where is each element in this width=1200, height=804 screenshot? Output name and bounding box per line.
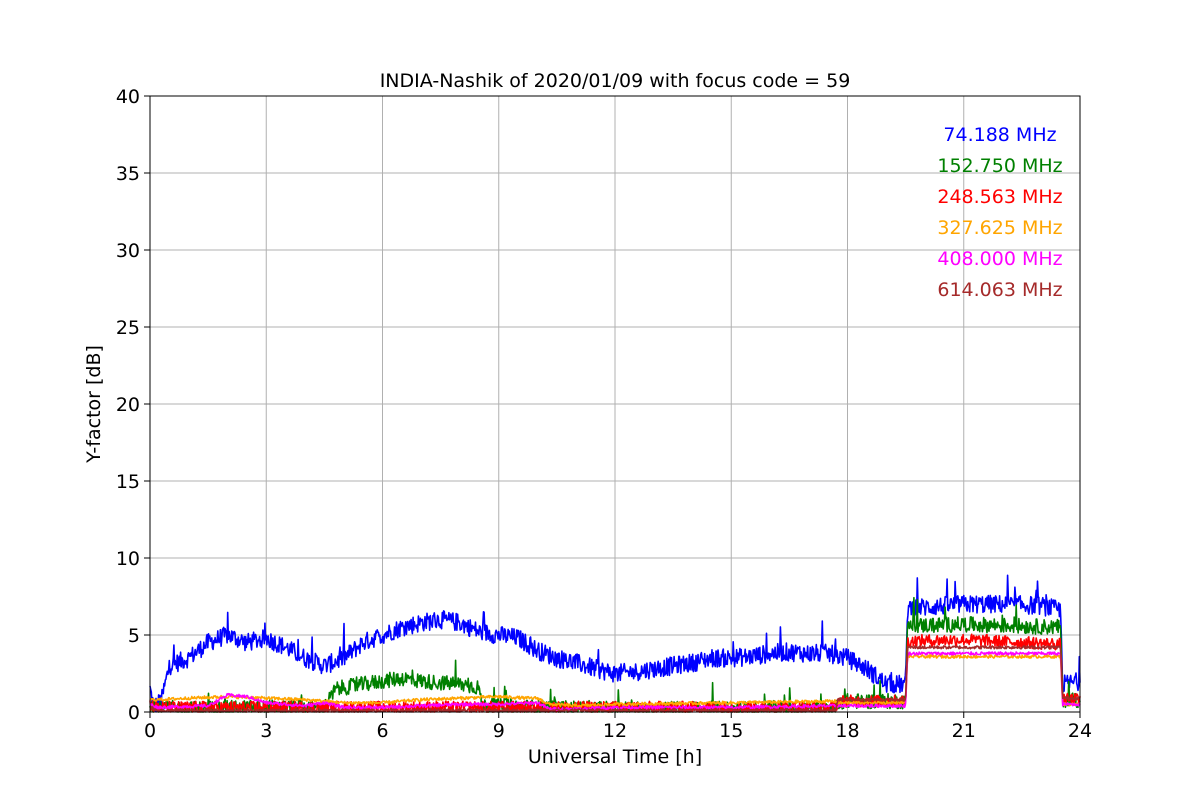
x-tick-label: 9 bbox=[493, 720, 505, 742]
y-tick-label: 25 bbox=[116, 317, 140, 339]
y-tick-label: 5 bbox=[128, 625, 140, 647]
legend-entry-0: 74.188 MHz bbox=[943, 124, 1056, 146]
x-tick-label: 18 bbox=[835, 720, 859, 742]
chart-title: INDIA-Nashik of 2020/01/09 with focus co… bbox=[380, 70, 851, 92]
x-tick-label: 21 bbox=[952, 720, 976, 742]
series-line-3 bbox=[149, 654, 1081, 708]
y-axis-label: Y-factor [dB] bbox=[83, 345, 105, 464]
axis-ticks: 0 3 6 9 12 15 18 21 24 0 5 10 15 20 25 30 35 40 bbox=[116, 86, 1092, 742]
series-line-4 bbox=[149, 651, 1081, 712]
legend-entry-3: 327.625 MHz bbox=[937, 217, 1062, 239]
x-tick-label: 6 bbox=[376, 720, 388, 742]
legend-entry-1: 152.750 MHz bbox=[937, 155, 1062, 177]
x-tick-label: 24 bbox=[1068, 720, 1092, 742]
legend-entry-4: 408.000 MHz bbox=[937, 248, 1062, 270]
series-line-5 bbox=[149, 645, 1081, 713]
series-group bbox=[149, 574, 1081, 713]
y-tick-label: 40 bbox=[116, 86, 140, 108]
legend-entry-2: 248.563 MHz bbox=[937, 186, 1062, 208]
x-tick-label: 15 bbox=[719, 720, 743, 742]
y-tick-label: 35 bbox=[116, 163, 140, 185]
series-line-0 bbox=[149, 574, 1081, 713]
y-tick-label: 10 bbox=[116, 548, 140, 570]
x-tick-label: 0 bbox=[144, 720, 156, 742]
legend-entry-5: 614.063 MHz bbox=[937, 279, 1062, 301]
y-tick-label: 0 bbox=[128, 702, 140, 724]
y-tick-label: 15 bbox=[116, 471, 140, 493]
y-tick-label: 20 bbox=[116, 394, 140, 416]
y-tick-label: 30 bbox=[116, 240, 140, 262]
legend: 74.188 MHz 152.750 MHz 248.563 MHz 327.625 … bbox=[937, 124, 1062, 301]
x-tick-label: 3 bbox=[260, 720, 272, 742]
x-axis-label: Universal Time [h] bbox=[528, 746, 702, 768]
x-tick-label: 12 bbox=[603, 720, 627, 742]
